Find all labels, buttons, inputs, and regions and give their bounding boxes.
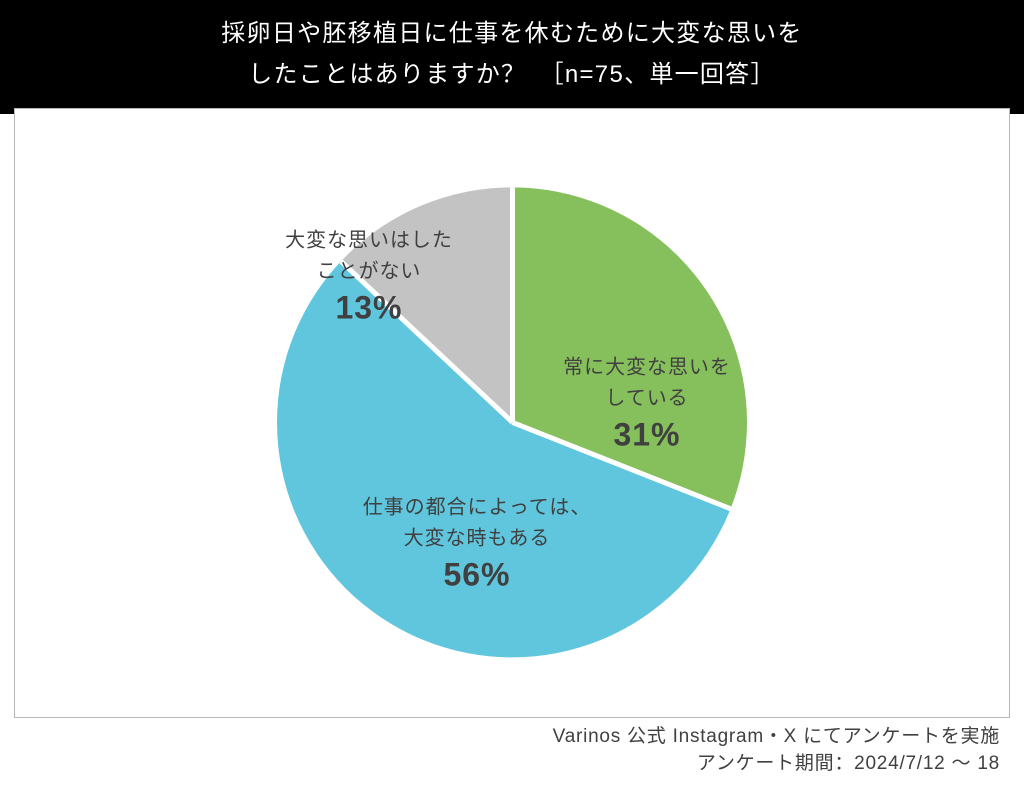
slice-label-pct: 13% [269, 289, 469, 326]
slice-label-pct: 56% [342, 556, 612, 593]
slice-label-text: 大変な思いはした [269, 225, 469, 256]
slice-label-never: 大変な思いはした ことがない 13% [269, 225, 469, 326]
footer-line-1: Varinos 公式 Instagram・X にてアンケートを実施 [553, 723, 1000, 751]
slice-label-text: 常に大変な思いを [537, 352, 757, 383]
slice-gap [510, 187, 515, 422]
title-bar: 採卵日や胚移植日に仕事を休むために大変な思いを したことはありますか？ ［n=7… [0, 0, 1024, 114]
slice-label-text: 仕事の都合によっては、 [342, 492, 612, 523]
title-line-2: したことはありますか？ ［n=75、単一回答］ [0, 55, 1024, 96]
slice-label-text: している [537, 383, 757, 414]
slice-label-always: 常に大変な思いを している 31% [537, 352, 757, 453]
slice-label-text: 大変な時もある [342, 523, 612, 554]
slice-label-pct: 31% [537, 416, 757, 453]
title-line-1: 採卵日や胚移植日に仕事を休むために大変な思いを [0, 14, 1024, 55]
slice-label-text: ことがない [269, 256, 469, 287]
chart-frame: 常に大変な思いを している 31% 仕事の都合によっては、 大変な時もある 56… [14, 108, 1010, 718]
footer-note: Varinos 公式 Instagram・X にてアンケートを実施 アンケート期… [553, 723, 1000, 778]
pie-container: 常に大変な思いを している 31% 仕事の都合によっては、 大変な時もある 56… [277, 187, 747, 657]
slice-label-sometimes: 仕事の都合によっては、 大変な時もある 56% [342, 492, 612, 593]
footer-line-2: アンケート期間：2024/7/12 〜 18 [553, 750, 1000, 778]
